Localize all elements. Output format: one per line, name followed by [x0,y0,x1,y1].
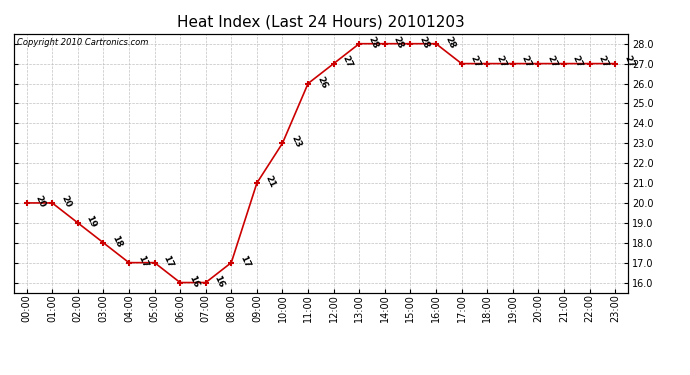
Text: 18: 18 [110,234,124,249]
Text: 27: 27 [341,54,354,70]
Text: 26: 26 [315,75,328,90]
Text: 17: 17 [161,254,175,269]
Text: 28: 28 [443,35,456,50]
Text: 23: 23 [289,134,303,149]
Text: 16: 16 [187,274,201,289]
Text: 27: 27 [469,54,482,70]
Text: 27: 27 [596,54,610,70]
Text: 27: 27 [545,54,559,70]
Text: 27: 27 [622,54,635,70]
Text: 27: 27 [520,54,533,70]
Text: 16: 16 [213,274,226,289]
Title: Heat Index (Last 24 Hours) 20101203: Heat Index (Last 24 Hours) 20101203 [177,15,465,30]
Text: 28: 28 [392,35,405,50]
Text: 27: 27 [571,54,584,70]
Text: 27: 27 [494,54,508,70]
Text: 20: 20 [59,194,72,209]
Text: 19: 19 [85,214,98,229]
Text: Copyright 2010 Cartronics.com: Copyright 2010 Cartronics.com [17,38,148,46]
Text: 20: 20 [34,194,47,209]
Text: 17: 17 [238,254,252,269]
Text: 21: 21 [264,174,277,189]
Text: 28: 28 [417,35,431,50]
Text: 17: 17 [136,254,149,269]
Text: 28: 28 [366,35,380,50]
